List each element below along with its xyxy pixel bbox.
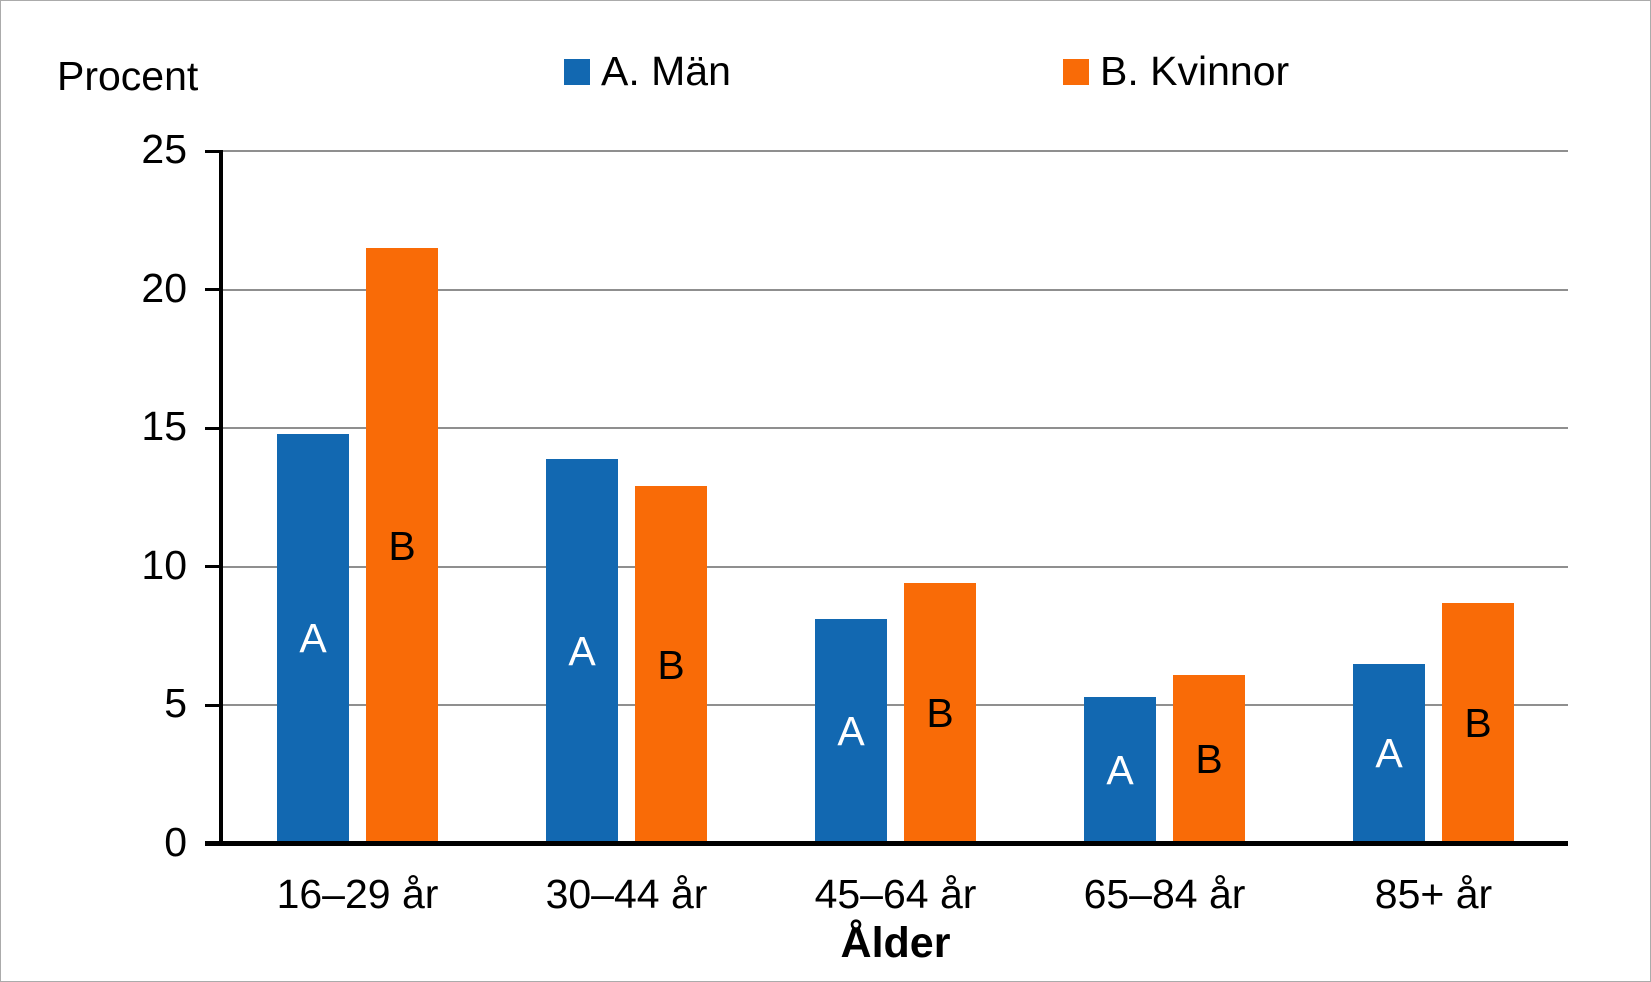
y-axis-tick-20: [205, 288, 220, 292]
bar-letter-label: B: [926, 690, 954, 737]
y-axis-tick-10: [205, 565, 220, 569]
x-tick-label-1: 16–29 år: [276, 871, 439, 917]
gridline-20: [223, 288, 1568, 291]
y-tick-label-25: 25: [141, 125, 187, 172]
bar-b-group-4: B: [1173, 674, 1245, 844]
y-axis-tick-5: [205, 703, 220, 707]
legend-swatch-man-icon: [564, 58, 590, 85]
y-tick-label-20: 20: [141, 264, 187, 311]
legend-item-kvinnor: B. Kvinnor: [1063, 48, 1290, 94]
x-tick-label-4: 65–84 år: [1083, 871, 1246, 917]
bar-letter-label: B: [1464, 699, 1492, 746]
bar-letter-label: B: [388, 522, 416, 569]
gridline-10: [223, 565, 1568, 568]
bar-letter-label: B: [657, 641, 685, 688]
bar-letter-label: A: [837, 708, 865, 755]
bar-a-group-4: A: [1084, 697, 1156, 844]
y-axis-tick-25: [205, 149, 220, 153]
x-axis-line: [205, 841, 1568, 846]
gridline-5: [223, 704, 1568, 707]
y-tick-label-0: 0: [164, 818, 187, 865]
gridline-25: [223, 150, 1568, 152]
x-tick-label-3: 45–64 år: [814, 871, 977, 917]
bar-b-group-1: B: [366, 248, 438, 844]
bar-a-group-2: A: [546, 458, 618, 844]
y-tick-label-15: 15: [141, 403, 187, 450]
legend-label-kvinnor: B. Kvinnor: [1100, 48, 1290, 94]
bar-letter-label: A: [299, 615, 327, 662]
bar-a-group-3: A: [815, 619, 887, 844]
x-tick-labels: 16–29 år 30–44 år 45–64 år 65–84 år 85+ år: [223, 871, 1568, 918]
bar-b-group-2: B: [635, 486, 707, 844]
gridline-15: [223, 427, 1568, 430]
x-axis-title: Ålder: [840, 919, 951, 967]
legend-label-man: A. Män: [601, 48, 731, 94]
bar-b-group-5: B: [1442, 602, 1514, 844]
legend-item-man: A. Män: [564, 48, 731, 94]
bar-letter-label: B: [1195, 735, 1223, 782]
bar-a-group-5: A: [1353, 663, 1425, 844]
bar-letter-label: A: [568, 627, 596, 674]
legend-swatch-kvinnor-icon: [1063, 58, 1089, 85]
bar-b-group-3: B: [904, 583, 976, 844]
y-tick-label-10: 10: [141, 541, 187, 588]
bar-letter-label: A: [1106, 747, 1134, 794]
y-axis-tick-15: [205, 426, 220, 430]
x-tick-label-2: 30–44 år: [545, 871, 708, 917]
x-tick-label-5: 85+ år: [1374, 871, 1493, 917]
y-tick-label-5: 5: [164, 680, 187, 727]
y-axis-line: [219, 150, 223, 846]
bar-letter-label: A: [1375, 730, 1403, 777]
bar-a-group-1: A: [277, 433, 349, 844]
y-axis-title: Procent: [57, 53, 199, 99]
